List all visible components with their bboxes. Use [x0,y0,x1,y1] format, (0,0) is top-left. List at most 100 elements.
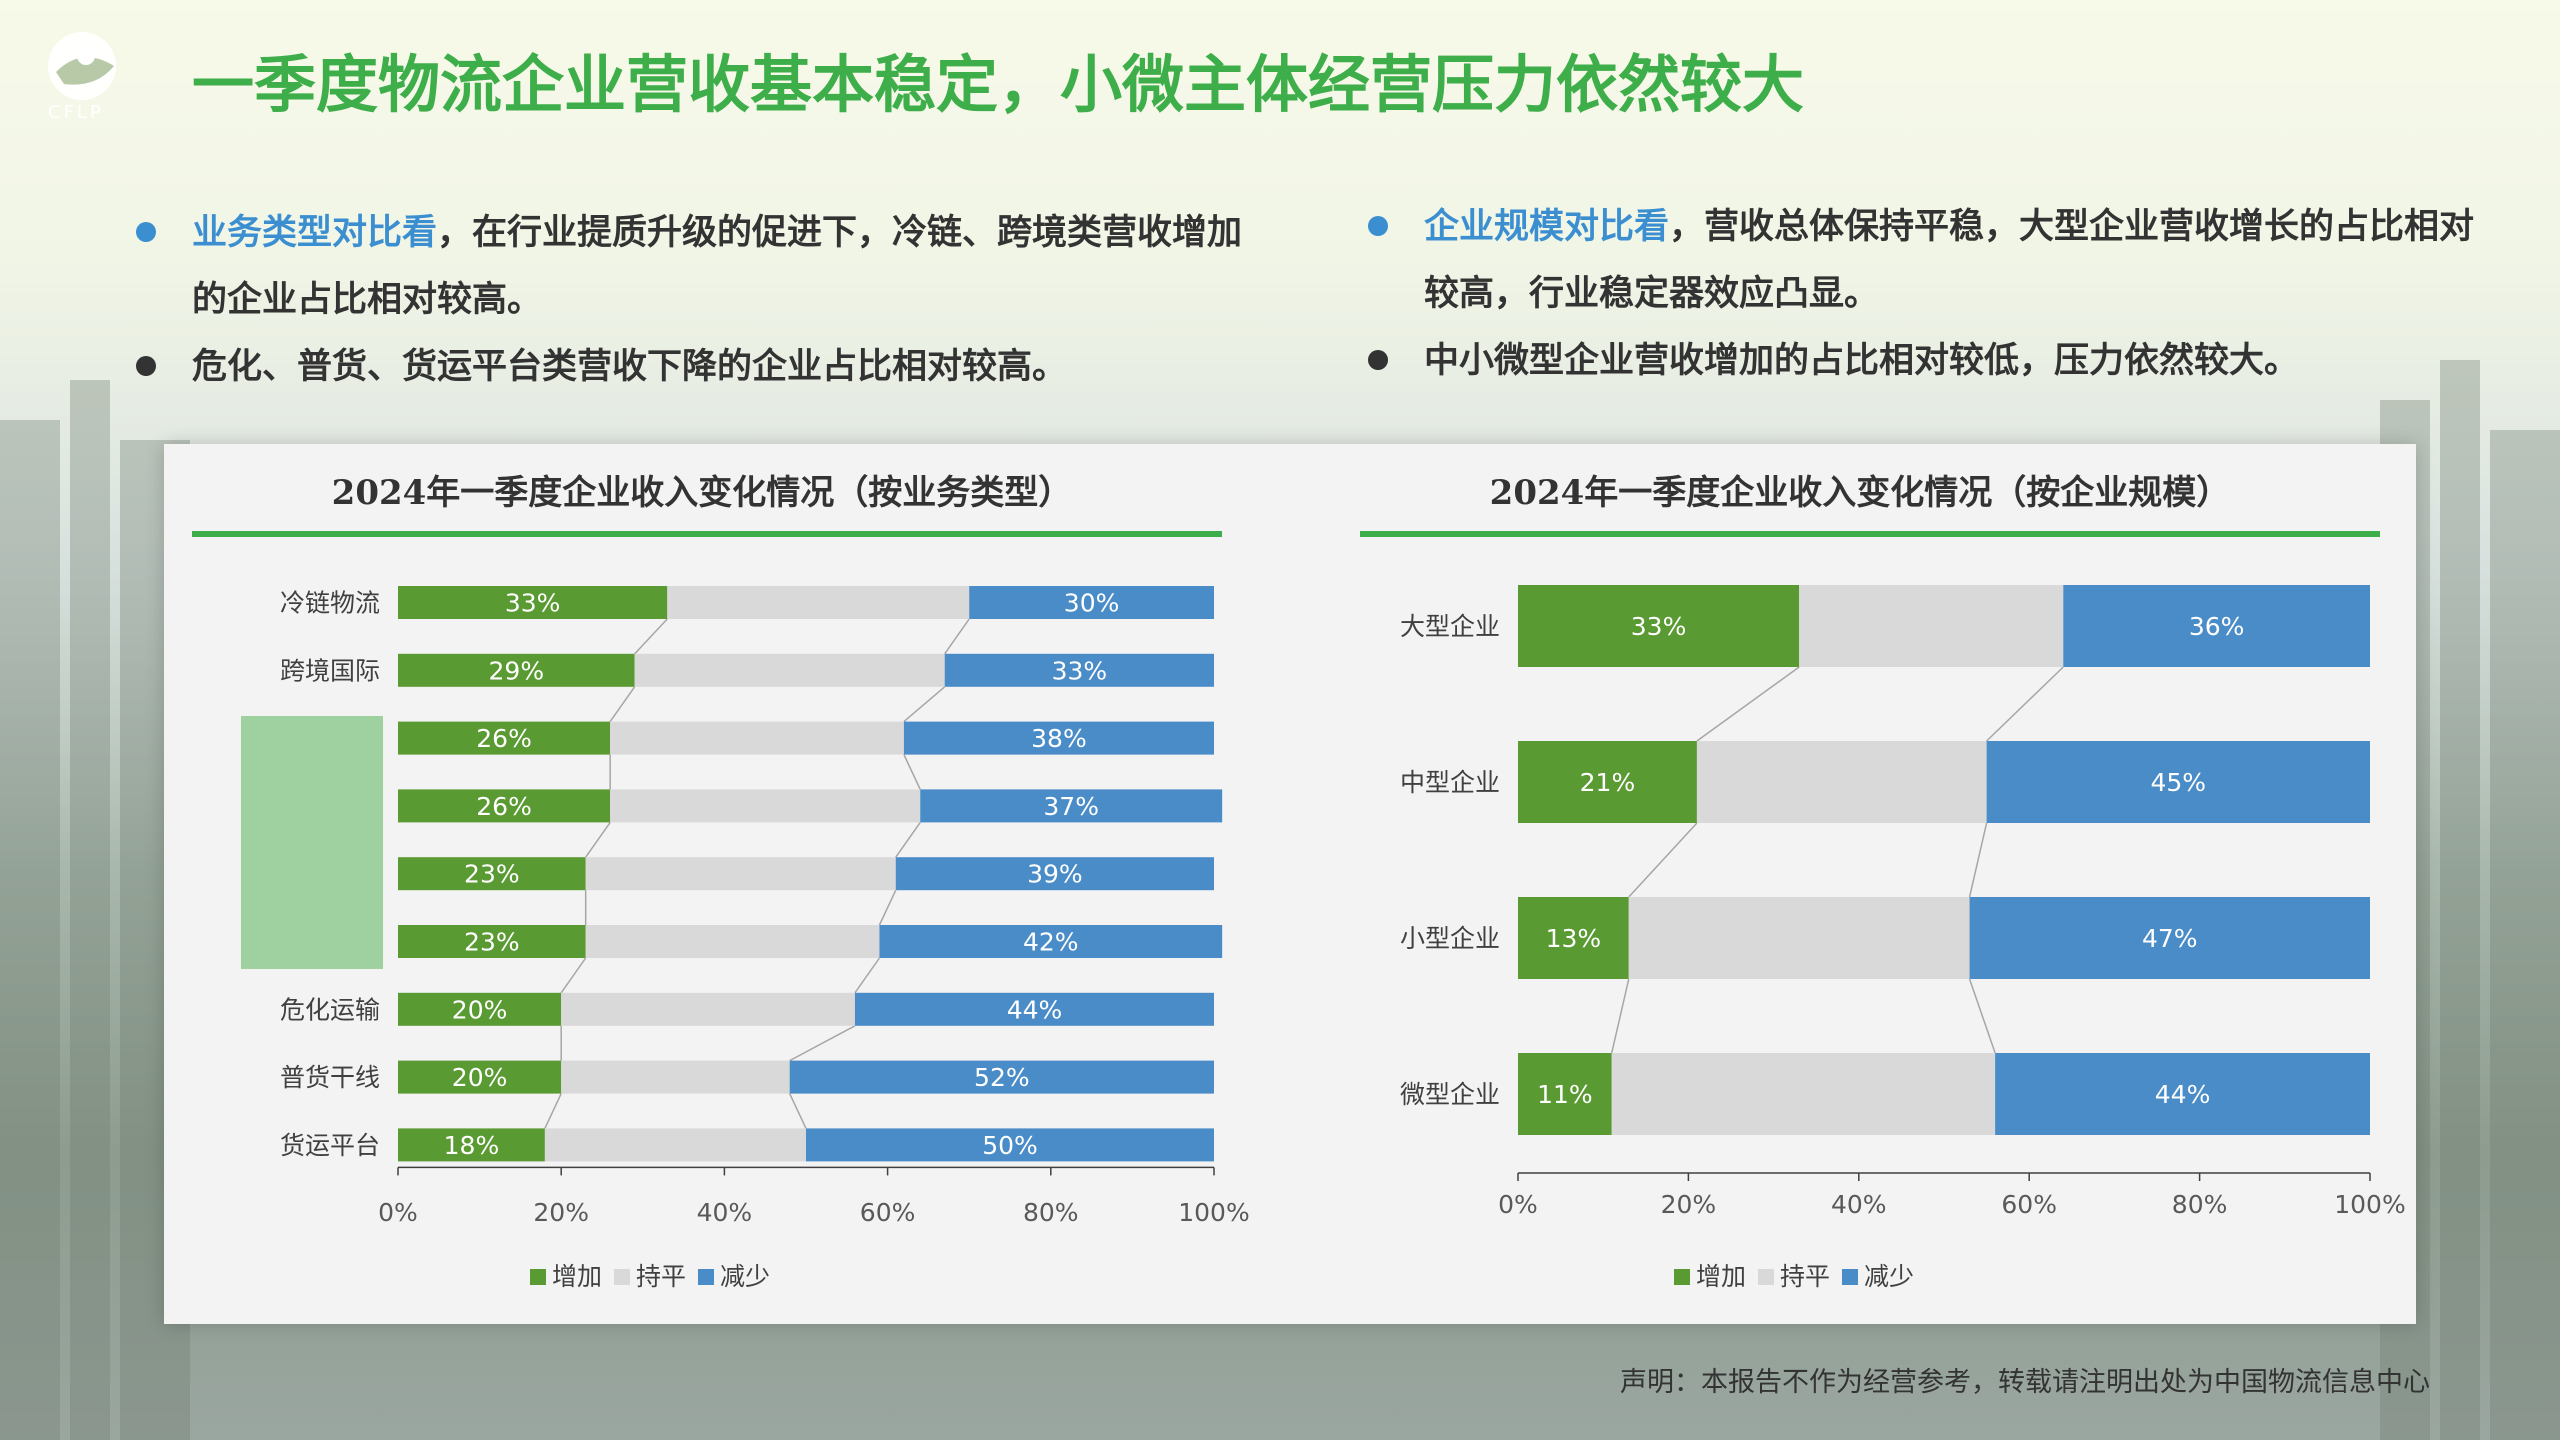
series-connector-line [1968,978,1996,1054]
data-label: 42% [1023,928,1079,957]
x-tick-label: 40% [1831,1190,1887,1219]
data-label: 21% [1580,768,1636,797]
data-label: 13% [1546,924,1602,953]
x-tick-label: 80% [1023,1198,1079,1227]
bullet-text: ，营收总体保持平稳，大型企业营收增长的占比相对较高，行业稳定器效应凸显。 [1424,207,2475,314]
legend-label: 增加 [1696,1262,1746,1291]
bullet-dot-icon [136,356,156,376]
bar-segment-减少 [2063,585,2370,667]
bar-segment-减少 [969,586,1214,619]
data-label: 11% [1537,1080,1593,1109]
data-label: 52% [974,1063,1030,1092]
legend-swatch [698,1269,714,1285]
x-tick-label: 40% [697,1198,753,1227]
data-label: 38% [1031,724,1087,753]
bar-segment-持平 [585,857,896,891]
data-label: 33% [1631,612,1687,641]
data-label: 20% [452,1063,508,1092]
bar-segment-持平 [561,1060,790,1094]
chart-title: 2024年一季度企业收入变化情况（按企业规模） [1490,473,2231,513]
bar-segment-减少 [1969,897,2370,979]
data-label: 45% [2151,768,2207,797]
bar-segment-增加 [398,1060,562,1094]
series-connector-line [854,957,881,994]
data-label: 23% [464,928,520,957]
series-connector-line [903,754,921,790]
data-label: 44% [2155,1080,2211,1109]
bar-segment-减少 [1986,741,2370,823]
category-label: 跨境国际 [280,656,380,685]
series-connector-line [895,821,921,858]
bullet-text: 危化、普货、货运平台类营收下降的企业占比相对较高。 [192,347,1068,387]
x-tick-label: 60% [860,1198,916,1227]
legend-swatch [1842,1269,1858,1285]
bar-segment-持平 [634,653,945,687]
bullet-highlight: 业务类型对比看 [192,213,438,253]
bullet-item: 中小微型企业营收增加的占比相对较低，压力依然较大。 [1364,328,2484,395]
bar-segment-增加 [1518,585,1800,667]
series-connector-line [903,686,946,723]
series-connector-line [789,1025,856,1062]
bar-segment-减少 [1995,1053,2370,1135]
legend-label: 持平 [1780,1262,1830,1291]
bar-segment-增加 [1518,897,1629,979]
disclaimer: 声明：本报告不作为经营参考，转载请注明出处为中国物流信息中心 [1620,1367,2430,1398]
category-label: 小型企业 [1400,924,1500,953]
bar-segment-减少 [903,721,1214,755]
bullet-dot-icon [1368,350,1388,370]
bullet-text: 中小微型企业营收增加的占比相对较低，压力依然较大。 [1424,341,2300,381]
series-connector-line [1986,666,2064,742]
x-tick-label: 0% [378,1198,418,1227]
bullet-item: 业务类型对比看，在行业提质升级的促进下，冷链、跨境类营收增加的企业占比相对较高。 [132,200,1252,334]
data-label: 30% [1064,589,1120,618]
bullet-text: ，在行业提质升级的促进下，冷链、跨境类营收增加的企业占比相对较高。 [192,213,1243,320]
x-tick-label: 20% [533,1198,589,1227]
bar-segment-增加 [1518,741,1697,823]
x-tick-label: 100% [1178,1198,1249,1227]
logo-text: CFLP [48,102,104,123]
bar-segment-增加 [398,1128,545,1162]
page-title: 一季度物流企业营收基本稳定，小微主体经营压力依然较大 [192,48,1805,121]
series-connector-line [609,686,636,723]
bullet-item: 企业规模对比看，营收总体保持平稳，大型企业营收增长的占比相对较高，行业稳定器效应… [1364,194,2484,328]
legend-label: 持平 [636,1262,686,1291]
category-label: 货运平台 [280,1131,380,1160]
bar-segment-持平 [610,789,921,823]
chart-title: 2024年一季度企业收入变化情况（按业务类型） [332,473,1073,513]
series-connector-line [634,618,668,655]
x-tick-label: 0% [1498,1190,1538,1219]
charts-panel: 2024年一季度企业收入变化情况（按业务类型） 33% 30% 冷链物流 29% 33% 跨… [164,444,2416,1324]
x-tick-label: 100% [2334,1190,2405,1219]
series-connector-line [1628,822,1698,898]
bullets-left: 业务类型对比看，在行业提质升级的促进下，冷链、跨境类营收增加的企业占比相对较高。… [132,200,1252,401]
data-label: 47% [2142,924,2198,953]
data-label: 29% [489,656,545,685]
series-connector-line [789,1093,807,1129]
bullet-item: 危化、普货、货运平台类营收下降的企业占比相对较高。 [132,334,1252,401]
bullets-right: 企业规模对比看，营收总体保持平稳，大型企业营收增长的占比相对较高，行业稳定器效应… [1364,194,2484,395]
data-label: 26% [476,792,532,821]
series-connector-line [1968,822,1988,898]
bar-segment-增加 [398,789,611,823]
legend-label: 减少 [720,1262,770,1291]
data-label: 33% [505,589,561,618]
series-connector-line [878,889,897,926]
series-connector-line [1696,666,1800,742]
bar-segment-增加 [398,653,635,687]
bar-segment-增加 [398,721,611,755]
bar-segment-持平 [585,925,880,958]
bar-segment-增加 [398,925,586,958]
legend-swatch [1758,1269,1774,1285]
data-label: 18% [444,1131,500,1160]
data-label: 33% [1052,656,1108,685]
bar-segment-持平 [561,992,855,1026]
bar-segment-持平 [544,1128,806,1162]
data-label: 50% [982,1131,1038,1160]
legend-swatch [614,1269,630,1285]
data-label: 44% [1007,995,1063,1024]
category-label: 中型企业 [1400,768,1500,797]
data-label: 36% [2189,612,2245,641]
data-label: 37% [1043,792,1099,821]
category-label: 冷链物流 [280,589,380,618]
data-label: 23% [464,860,520,889]
